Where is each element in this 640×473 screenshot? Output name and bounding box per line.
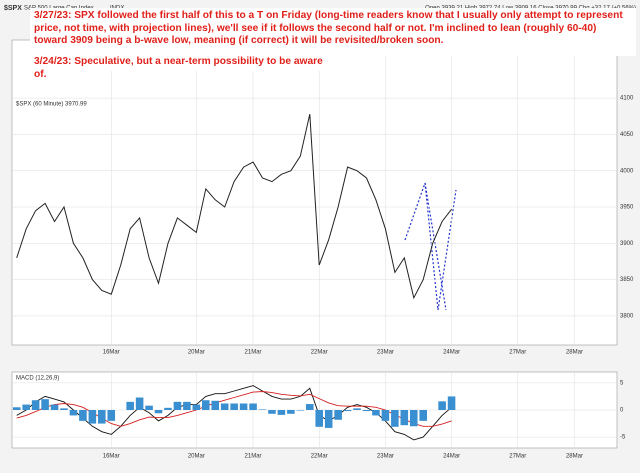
x-tick-label: 27Mar — [509, 454, 526, 460]
histogram-bar — [60, 408, 68, 410]
histogram-bar — [230, 403, 238, 410]
histogram-bar — [362, 410, 371, 412]
histogram-bar — [126, 401, 134, 410]
histogram-bar — [145, 405, 153, 410]
histogram-bar — [296, 410, 305, 411]
y-tick-label: 5 — [620, 380, 624, 386]
y-tick-label: 3800 — [620, 314, 634, 320]
projection-line — [424, 182, 447, 311]
histogram-bar — [334, 410, 342, 420]
x-tick-label: 22Mar — [311, 454, 328, 460]
histogram-bar — [41, 399, 49, 410]
y-tick-label: 4000 — [620, 168, 634, 174]
macd-legend: MACD (12,26,9) — [16, 376, 59, 382]
histogram-bar — [135, 397, 144, 410]
y-tick-label: -5 — [620, 435, 626, 441]
x-tick-label: 27Mar — [509, 350, 526, 356]
x-tick-label: 16Mar — [103, 454, 120, 460]
histogram-bar — [22, 404, 30, 410]
histogram-bar — [372, 410, 380, 416]
x-tick-label: 23Mar — [377, 454, 394, 460]
x-tick-label: 22Mar — [311, 350, 328, 356]
histogram-bar — [98, 410, 106, 424]
histogram-bar — [391, 410, 399, 427]
annotation: 3/24/23: Speculative, but a near-term po… — [30, 54, 342, 80]
series-line — [16, 113, 452, 300]
histogram-bar — [438, 401, 446, 410]
histogram-bar — [164, 407, 172, 410]
histogram-bar — [258, 409, 267, 410]
y-tick-label: 3850 — [620, 277, 634, 283]
x-tick-label: 20Mar — [188, 454, 205, 460]
histogram-bar — [192, 404, 201, 410]
x-tick-label: 28Mar — [566, 350, 583, 356]
y-tick-label: 3900 — [620, 241, 634, 247]
y-tick-label: 4100 — [620, 96, 634, 102]
histogram-bar — [31, 400, 40, 410]
histogram-bar — [277, 410, 286, 415]
x-tick-label: 16Mar — [103, 350, 120, 356]
y-tick-label: 3950 — [620, 205, 634, 211]
x-tick-label: 28Mar — [566, 454, 583, 460]
histogram-bar — [381, 410, 390, 421]
histogram-bar — [183, 401, 191, 410]
y-tick-label: 4050 — [620, 132, 634, 138]
histogram-bar — [239, 403, 248, 410]
histogram-bar — [79, 410, 87, 421]
histogram-bar — [447, 396, 456, 410]
histogram-bar — [315, 410, 324, 427]
histogram-bar — [324, 410, 333, 428]
symbol: $SPX — [4, 5, 22, 12]
histogram-bar — [419, 410, 427, 421]
histogram-bar — [154, 410, 163, 414]
histogram-bar — [343, 410, 352, 412]
annotation: 3/27/23: SPX followed the first half of … — [30, 8, 636, 56]
histogram-bar — [249, 403, 257, 410]
x-tick-label: 24Mar — [443, 350, 460, 356]
histogram-bar — [400, 410, 409, 426]
x-tick-label: 21Mar — [245, 454, 262, 460]
histogram-bar — [305, 404, 314, 410]
histogram-bar — [287, 410, 295, 414]
histogram-bar — [107, 410, 116, 421]
histogram-bar — [12, 407, 21, 410]
histogram-bar — [202, 400, 210, 410]
histogram-bar — [88, 410, 97, 424]
x-tick-label: 20Mar — [188, 350, 205, 356]
histogram-bar — [268, 410, 276, 414]
price-legend: $SPX (60 Minute) 3970.99 — [16, 102, 87, 108]
histogram-bar — [353, 408, 361, 410]
histogram-bar — [69, 410, 78, 416]
y-tick-label: 0 — [620, 408, 624, 414]
histogram-bar — [220, 403, 229, 410]
x-tick-label: 23Mar — [377, 350, 394, 356]
histogram-bar — [409, 410, 418, 427]
histogram-bar — [173, 401, 182, 410]
x-tick-label: 21Mar — [245, 350, 262, 356]
histogram-bar — [211, 400, 220, 410]
x-tick-label: 24Mar — [443, 454, 460, 460]
histogram-bar — [50, 404, 59, 410]
